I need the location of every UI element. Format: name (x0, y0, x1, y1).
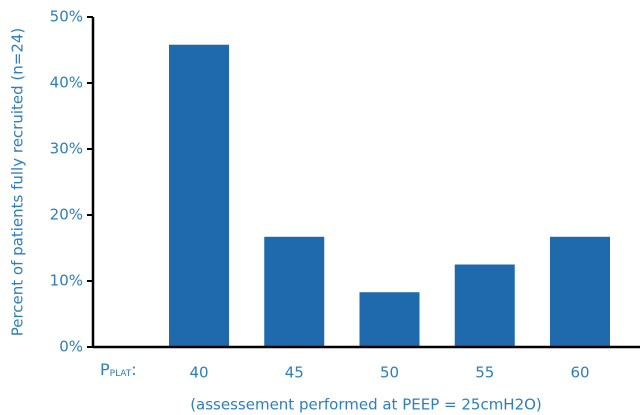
bar (359, 292, 420, 347)
y-axis-title: Percent of patients fully recruited (n=2… (9, 28, 27, 337)
y-tick-label: 50% (50, 8, 83, 26)
bar (264, 236, 325, 347)
y-tick-label: 10% (50, 272, 83, 290)
y-tick-label: 0% (59, 338, 83, 356)
y-tick-label: 30% (50, 140, 83, 158)
x-prefix-main: P (100, 360, 110, 379)
x-prefix-label: PPLAT: (100, 360, 137, 379)
y-tick-label: 40% (50, 74, 83, 92)
x-prefix-suffix: : (131, 360, 136, 379)
x-axis-title: (assessement performed at PEEP = 25cmH2O… (190, 396, 542, 414)
bar (454, 264, 515, 347)
bar (550, 236, 610, 347)
x-tick-label: 60 (570, 364, 589, 382)
x-tick-label: 50 (380, 364, 399, 382)
x-tick-label: 55 (475, 364, 494, 382)
x-tick-label: 40 (189, 364, 208, 382)
x-tick-label: 45 (285, 364, 304, 382)
x-prefix-sub: PLAT (110, 369, 132, 379)
bar (169, 44, 229, 347)
y-tick-label: 20% (50, 206, 83, 224)
